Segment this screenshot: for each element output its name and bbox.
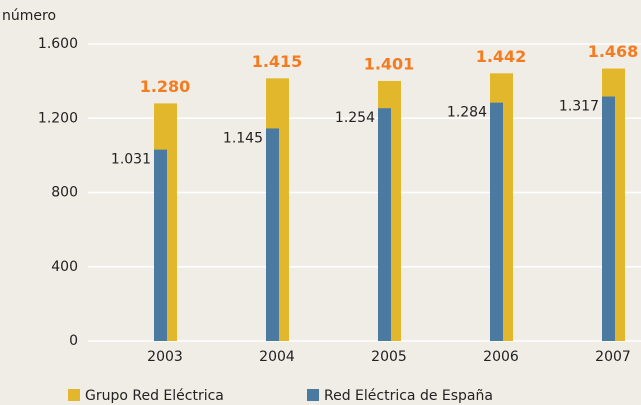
- bar: [154, 149, 167, 341]
- value-label: 1.401: [364, 54, 415, 73]
- legend-swatch: [307, 389, 319, 401]
- value-label: 1.280: [140, 77, 191, 96]
- legend-label: Red Eléctrica de España: [324, 388, 493, 404]
- value-label: 1.284: [447, 105, 487, 121]
- bar: [378, 108, 391, 341]
- y-tick-label: 1.600: [38, 36, 78, 52]
- y-tick-label: 400: [51, 259, 78, 275]
- value-label: 1.254: [335, 110, 375, 126]
- value-label: 1.317: [559, 99, 599, 115]
- value-label: 1.442: [476, 47, 527, 66]
- x-tick-label: 2004: [259, 349, 295, 365]
- bar: [266, 128, 279, 341]
- y-tick-label: 0: [69, 333, 78, 349]
- x-tick-label: 2003: [147, 349, 183, 365]
- legend-label: Grupo Red Eléctrica: [85, 388, 224, 404]
- value-label: 1.031: [111, 152, 151, 168]
- bar: [602, 96, 615, 341]
- value-label: 1.145: [223, 130, 263, 146]
- x-tick-label: 2007: [595, 349, 631, 365]
- value-label: 1.415: [252, 52, 303, 71]
- y-tick-label: 1.200: [38, 110, 78, 126]
- bar: [490, 102, 503, 341]
- y-tick-label: 800: [51, 185, 78, 201]
- y-axis-label: número: [2, 8, 56, 24]
- legend-swatch: [68, 389, 80, 401]
- value-label: 1.468: [588, 42, 639, 61]
- x-tick-label: 2005: [371, 349, 407, 365]
- x-tick-label: 2006: [483, 349, 519, 365]
